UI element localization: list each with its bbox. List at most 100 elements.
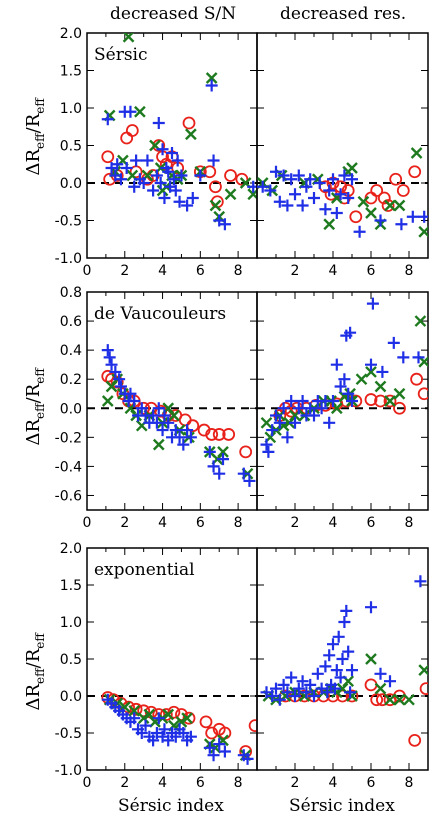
plus-marker <box>277 402 290 415</box>
plus-marker <box>124 105 137 118</box>
plus-marker <box>277 169 290 182</box>
plus-marker <box>130 154 143 167</box>
y-tick-label: -0.5 <box>55 726 82 742</box>
circle-marker <box>364 678 378 692</box>
x-tick-label: 4 <box>158 775 167 791</box>
panel-r2c0: 0 2 4 6 8 -1.0 -0.5 0.0 0.5 1.0 1.5 2.0 exponential <box>55 541 258 791</box>
cross-marker <box>122 33 135 43</box>
plus-marker <box>308 409 320 422</box>
plus-marker <box>262 445 275 458</box>
plus-marker <box>366 297 379 310</box>
cross-marker <box>346 162 358 174</box>
plus-marker <box>327 395 339 407</box>
plus-marker <box>376 365 389 378</box>
plus-marker <box>418 210 428 223</box>
plus-marker <box>384 675 396 688</box>
y-tick-label: 0.6 <box>60 314 82 330</box>
circle-marker <box>120 131 134 145</box>
x-tick-label: 0 <box>83 775 92 791</box>
cross-marker <box>181 712 193 725</box>
plus-marker <box>330 664 343 677</box>
plus-marker <box>270 409 282 422</box>
circle-marker <box>336 689 349 703</box>
x-tick-label: 4 <box>158 263 167 279</box>
plus-marker <box>115 173 127 186</box>
plus-marker <box>105 358 118 371</box>
cross-marker <box>374 380 387 393</box>
x-tick-label: 4 <box>158 515 167 531</box>
plus-marker <box>330 358 343 371</box>
cross-marker <box>393 693 406 706</box>
x-tick-label: 8 <box>405 775 414 791</box>
plus-marker <box>387 336 400 349</box>
plus-marker <box>243 474 256 487</box>
y-tick-label: 0.5 <box>60 139 82 155</box>
plus-marker <box>336 653 349 665</box>
y-tick-label: -0.2 <box>55 430 82 446</box>
plus-marker <box>323 184 336 197</box>
plus-marker <box>315 402 328 415</box>
x-tick-label: 8 <box>234 775 243 791</box>
axes-frame <box>86 32 258 259</box>
cross-marker <box>418 225 428 238</box>
plus-marker <box>120 162 133 174</box>
x-tick-label: 6 <box>196 515 205 531</box>
cross-marker <box>217 446 229 458</box>
col-title-left: decreased S/N <box>110 4 237 24</box>
plus-marker <box>177 727 190 739</box>
cross-marker <box>384 395 396 407</box>
circle-marker <box>137 704 151 718</box>
plus-marker <box>300 180 313 193</box>
circle-marker <box>381 199 395 212</box>
circle-marker <box>374 394 387 408</box>
circle-marker <box>389 172 403 186</box>
plus-marker <box>217 453 229 466</box>
plus-marker <box>128 395 141 407</box>
x-tick-label: 2 <box>120 515 129 531</box>
y-tick-label: 0.0 <box>60 689 82 705</box>
x-tick-label: 8 <box>234 515 243 531</box>
plus-marker <box>257 180 269 193</box>
circle-marker <box>235 172 249 186</box>
x-tick-label: 0 <box>83 263 92 279</box>
plus-marker <box>406 210 419 223</box>
x-tick-label: 6 <box>367 775 376 791</box>
circle-marker <box>224 169 237 182</box>
plus-marker <box>194 169 207 182</box>
plus-marker <box>277 678 290 691</box>
plus-marker <box>342 192 355 204</box>
plus-marker <box>156 143 169 156</box>
cross-marker <box>374 682 387 695</box>
circle-marker <box>239 745 253 758</box>
plus-marker <box>111 158 124 171</box>
plus-marker <box>332 630 345 643</box>
y-tick-label: 0.0 <box>60 176 82 192</box>
plus-marker <box>328 682 341 695</box>
plus-marker <box>270 165 282 178</box>
panel-label: Sérsic <box>94 45 148 65</box>
y-tick-label: 1.5 <box>60 578 82 594</box>
circle-marker <box>396 184 410 197</box>
cross-marker <box>162 708 175 721</box>
x-tick-label: 2 <box>291 515 300 531</box>
plus-marker <box>327 638 339 651</box>
plus-marker <box>135 402 148 415</box>
y-tick-label: 1.0 <box>60 101 82 117</box>
plus-marker <box>237 467 250 480</box>
plus-marker <box>184 730 197 743</box>
plus-marker <box>154 177 167 189</box>
plus-marker <box>150 416 163 429</box>
panel-label: exponential <box>94 560 195 580</box>
x-axis-label-right: Sérsic index <box>289 796 395 816</box>
plus-marker <box>270 682 282 695</box>
cross-marker <box>185 128 197 141</box>
plus-marker <box>181 424 194 437</box>
cross-marker <box>168 409 180 422</box>
plus-marker <box>241 752 254 765</box>
x-tick-label: 0 <box>83 515 92 531</box>
plus-marker <box>281 431 294 444</box>
cross-marker <box>365 366 377 378</box>
plus-marker <box>101 344 114 357</box>
plus-marker <box>152 117 165 129</box>
cross-marker <box>128 704 141 717</box>
